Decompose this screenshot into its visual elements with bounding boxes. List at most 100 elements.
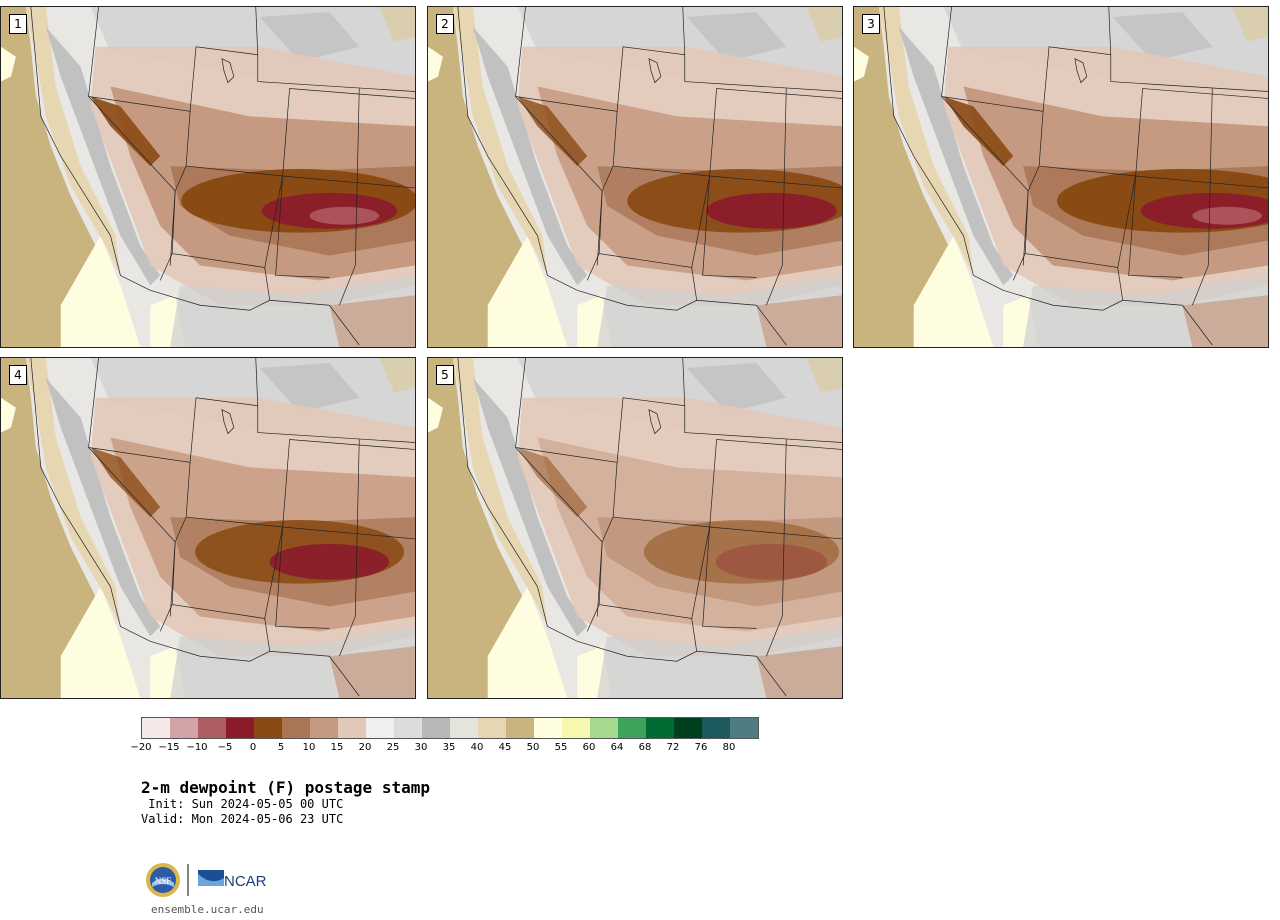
great-basin-streak bbox=[90, 96, 161, 167]
coastal-patch bbox=[428, 397, 443, 433]
coastline-border bbox=[30, 358, 360, 697]
state-border bbox=[1117, 267, 1124, 301]
state-border bbox=[275, 175, 330, 278]
panel-number: 4 bbox=[9, 365, 27, 385]
state-border bbox=[702, 175, 757, 278]
state-border bbox=[1012, 253, 1026, 281]
colorbar-swatch bbox=[422, 718, 450, 738]
dewpoint-map bbox=[428, 7, 842, 347]
state-border bbox=[941, 7, 1112, 112]
tan-patch bbox=[379, 358, 415, 393]
colorbar-tick-label: 68 bbox=[638, 742, 652, 753]
colorbar-swatch bbox=[198, 718, 226, 738]
colorbar-swatch bbox=[338, 718, 366, 738]
state-border bbox=[88, 358, 176, 617]
colorbar-tick-label: 76 bbox=[694, 742, 708, 753]
coastal-band bbox=[452, 7, 548, 276]
lake-outline bbox=[648, 409, 662, 435]
dewpoint-map bbox=[1, 7, 415, 347]
colorbar-tick-label: 35 bbox=[442, 742, 456, 753]
colorbar-swatch bbox=[254, 718, 282, 738]
state-border bbox=[598, 516, 842, 619]
colorbar bbox=[141, 717, 759, 739]
state-border bbox=[159, 604, 173, 632]
colorbar-swatch bbox=[226, 718, 254, 738]
very-dry-core bbox=[269, 543, 390, 580]
stamp-panel-4: 4 bbox=[0, 357, 416, 699]
panel-number: 5 bbox=[436, 365, 454, 385]
svg-text:NSF: NSF bbox=[155, 876, 172, 886]
sierra-grey-band bbox=[45, 26, 161, 286]
baja-area bbox=[487, 235, 568, 347]
coastal-patch bbox=[1, 46, 16, 82]
colorbar-swatch bbox=[646, 718, 674, 738]
state-border bbox=[159, 253, 173, 281]
lake-outline bbox=[648, 58, 662, 84]
state-border bbox=[1110, 54, 1268, 92]
state-border bbox=[684, 54, 842, 92]
coastline-border bbox=[457, 7, 787, 346]
state-border bbox=[766, 88, 787, 306]
dry-region-medium bbox=[537, 437, 842, 632]
colorbar-swatch bbox=[506, 718, 534, 738]
tan-patch bbox=[379, 7, 415, 42]
colorbar-tick-label: −5 bbox=[217, 742, 233, 753]
state-border bbox=[515, 358, 603, 617]
panel-number: 1 bbox=[9, 14, 27, 34]
great-basin-streak bbox=[90, 447, 161, 518]
colorbar-swatch bbox=[450, 718, 478, 738]
extreme-dry-core bbox=[1192, 206, 1263, 225]
colorbar-tick-label: −10 bbox=[186, 742, 208, 753]
colorbar-swatch bbox=[674, 718, 702, 738]
state-border bbox=[515, 7, 686, 112]
colorbar-tick-label: 30 bbox=[414, 742, 428, 753]
tan-patch bbox=[806, 358, 842, 393]
coastline-border bbox=[30, 7, 360, 346]
dewpoint-map bbox=[428, 358, 842, 698]
panel-number: 3 bbox=[862, 14, 880, 34]
stamp-panel-1: 1 bbox=[0, 6, 416, 348]
great-basin-streak bbox=[517, 447, 588, 518]
colorbar-swatch bbox=[478, 718, 506, 738]
coastal-band bbox=[878, 7, 974, 276]
colorbar-swatch bbox=[590, 718, 618, 738]
coastal-patch bbox=[1, 397, 16, 433]
very-dry-core bbox=[706, 192, 837, 229]
colorbar-swatch bbox=[282, 718, 310, 738]
state-border bbox=[264, 618, 271, 652]
colorbar-tick-label: 60 bbox=[582, 742, 596, 753]
colorbar-tick-label: 5 bbox=[277, 742, 285, 753]
state-border bbox=[1024, 165, 1268, 268]
coastline-border bbox=[457, 358, 787, 697]
colorbar-tick-label: −20 bbox=[130, 742, 152, 753]
colorbar-tick-label: 80 bbox=[722, 742, 736, 753]
state-border bbox=[88, 358, 259, 463]
colorbar-tick-label: 55 bbox=[554, 742, 568, 753]
colorbar-ticks: −20 −15 −10 −5 0 5 10 15 20 25 30 35 40 45 50 55 60 64 68 7… bbox=[0, 742, 800, 756]
colorbar-tick-label: 10 bbox=[302, 742, 316, 753]
state-border bbox=[691, 267, 698, 301]
baja-area bbox=[60, 235, 141, 347]
state-border bbox=[88, 7, 259, 112]
sierra-grey-band bbox=[898, 26, 1014, 286]
valid-time: Valid: Mon 2024-05-06 23 UTC bbox=[141, 812, 344, 826]
colorbar-tick-label: 64 bbox=[610, 742, 624, 753]
grey-patch bbox=[259, 362, 360, 413]
nsf-seal-icon: NSF bbox=[146, 863, 180, 897]
state-border bbox=[691, 618, 698, 652]
colorbar-swatch bbox=[702, 718, 730, 738]
baja-area bbox=[487, 586, 568, 698]
colorbar-tick-label: −15 bbox=[158, 742, 180, 753]
great-basin-streak bbox=[517, 96, 588, 167]
lake-outline bbox=[1074, 58, 1088, 84]
state-border bbox=[586, 604, 600, 632]
stamp-panel-5: 5 bbox=[427, 357, 843, 699]
colorbar-tick-label: 45 bbox=[498, 742, 512, 753]
colorbar-swatch bbox=[730, 718, 758, 738]
colorbar-swatch bbox=[394, 718, 422, 738]
baja-area bbox=[913, 235, 994, 347]
state-border bbox=[515, 7, 603, 266]
state-border bbox=[1128, 175, 1183, 278]
colorbar-swatch bbox=[170, 718, 198, 738]
ncar-mark-icon bbox=[198, 870, 224, 886]
